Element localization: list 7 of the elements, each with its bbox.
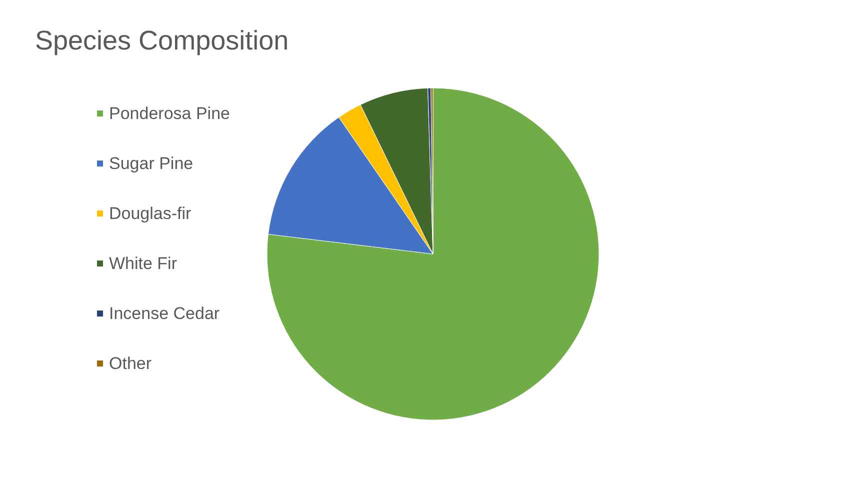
legend-label: Sugar Pine: [109, 154, 194, 173]
legend-label: White Fir: [109, 254, 178, 273]
legend-label: Ponderosa Pine: [109, 104, 230, 123]
legend-label: Incense Cedar: [109, 304, 220, 323]
legend-label: Douglas-fir: [109, 204, 192, 223]
chart-title: Species Composition: [35, 26, 289, 56]
legend-label: Other: [109, 354, 152, 373]
